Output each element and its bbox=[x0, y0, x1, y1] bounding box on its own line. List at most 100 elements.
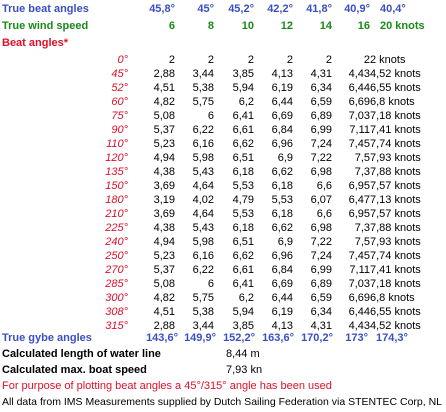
speed-cell: 6,9 bbox=[277, 152, 293, 164]
beat-header-label: Beat angles* bbox=[2, 37, 69, 49]
gybe-angle-cell: 149,9° bbox=[184, 332, 216, 344]
speed-cell: 6 bbox=[207, 110, 214, 122]
speed-cell: 3,69 bbox=[153, 180, 175, 192]
speed-cell: 7,74 knots bbox=[370, 138, 421, 150]
speed-cell: 2 bbox=[168, 54, 175, 66]
speed-cell: 5,98 bbox=[192, 236, 214, 248]
speed-cell: 6,6 bbox=[316, 208, 332, 220]
speed-cell: 4,51 bbox=[153, 306, 175, 318]
speed-cell: 6,55 knots bbox=[370, 82, 421, 94]
table-row: 300° 4,82 5,75 6,2 6,44 6,59 6,69 6,8 knots bbox=[0, 291, 446, 306]
speed-cell: 6,18 bbox=[232, 222, 254, 234]
speed-cell: 6,98 bbox=[310, 166, 332, 178]
source-text: All data from IMS Measurements supplied … bbox=[2, 396, 443, 408]
speed-cell: 4,38 bbox=[153, 222, 175, 234]
speed-cell: 5,98 bbox=[192, 152, 214, 164]
max-speed-row: Calculated max. boat speed 7,93 kn bbox=[0, 363, 446, 378]
speed-cell: 6,62 bbox=[271, 222, 293, 234]
speed-cell: 7,3 bbox=[354, 166, 370, 178]
speed-cell: 5,43 bbox=[192, 166, 214, 178]
speed-cell: 2 bbox=[325, 54, 332, 66]
speed-cell: 7,22 bbox=[310, 236, 332, 248]
beat-angle-cell: 45,2° bbox=[228, 3, 254, 15]
speed-cell: 7,5 bbox=[354, 236, 370, 248]
speed-cell: 6,89 bbox=[310, 278, 332, 290]
speed-cell: 6,44 bbox=[271, 96, 293, 108]
gybe-angle-cell: 174,3° bbox=[376, 332, 408, 344]
speed-cell: 6,19 bbox=[271, 82, 293, 94]
speed-cell: 5,08 bbox=[153, 278, 175, 290]
row-angle: 225° bbox=[105, 222, 128, 234]
speed-cell: 7,03 bbox=[348, 110, 370, 122]
speed-cell: 2,88 bbox=[153, 320, 175, 332]
speed-cell: 4,02 bbox=[192, 194, 214, 206]
speed-cell: 4,31 bbox=[310, 320, 332, 332]
gybe-angle-cell: 143,6° bbox=[146, 332, 178, 344]
speed-cell: 6,61 bbox=[232, 264, 254, 276]
speed-cell: 5,38 bbox=[192, 306, 214, 318]
speed-cell: 5,53 bbox=[271, 194, 293, 206]
beat-angle-cell: 42,2° bbox=[267, 3, 293, 15]
speed-cell: 6,98 bbox=[310, 222, 332, 234]
speed-cell: 6,2 bbox=[238, 96, 254, 108]
table-row: 135° 4,38 5,43 6,18 6,62 6,98 7,3 7,88 knots bbox=[0, 165, 446, 180]
speed-cell: 7,41 knots bbox=[370, 124, 421, 136]
row-angle: 270° bbox=[105, 264, 128, 276]
beat-header-row: Beat angles* bbox=[0, 36, 446, 51]
speed-cell: 6,62 bbox=[271, 166, 293, 178]
speed-cell: 6,18 bbox=[271, 208, 293, 220]
table-row: 210° 3,69 4,64 5,53 6,18 6,6 6,95 7,57 knots bbox=[0, 207, 446, 222]
table-row: 225° 4,38 5,43 6,18 6,62 6,98 7,3 7,88 knots bbox=[0, 221, 446, 236]
speed-cell: 6,95 bbox=[348, 180, 370, 192]
speed-cell: 6,96 bbox=[271, 138, 293, 150]
speed-cell: 4,52 knots bbox=[370, 68, 421, 80]
table-row: 308° 4,51 5,38 5,94 6,19 6,34 6,44 6,55 knots bbox=[0, 305, 446, 320]
speed-cell: 6,84 bbox=[271, 124, 293, 136]
speed-cell: 4,31 bbox=[310, 68, 332, 80]
speed-cell: 3,69 bbox=[153, 208, 175, 220]
speed-cell: 6,8 knots bbox=[370, 292, 415, 304]
speed-cell: 6,34 bbox=[310, 82, 332, 94]
gybe-angle-cell: 173° bbox=[345, 332, 368, 344]
speed-cell: 4,38 bbox=[153, 166, 175, 178]
beat-angle-cell: 40,4° bbox=[380, 3, 406, 15]
speed-cell: 5,08 bbox=[153, 110, 175, 122]
speed-cell: 6 bbox=[207, 278, 214, 290]
table-row: 180° 3,19 4,02 4,79 5,53 6,07 6,47 7,13 knots bbox=[0, 193, 446, 208]
speed-cell: 7,93 knots bbox=[370, 152, 421, 164]
speed-cell: 7,45 bbox=[348, 250, 370, 262]
speed-cell: 4,64 bbox=[192, 180, 214, 192]
speed-cell: 5,37 bbox=[153, 264, 175, 276]
row-angle: 52° bbox=[111, 82, 128, 94]
table-row: 285° 5,08 6 6,41 6,69 6,89 7,03 7,18 knots bbox=[0, 277, 446, 292]
row-angle: 90° bbox=[111, 124, 128, 136]
speed-cell: 7,03 bbox=[348, 278, 370, 290]
wind-speed-cell: 12 bbox=[280, 20, 293, 32]
table-row: 150° 3,69 4,64 5,53 6,18 6,6 6,95 7,57 knots bbox=[0, 179, 446, 194]
max-speed-label: Calculated max. boat speed bbox=[2, 364, 147, 376]
speed-cell: 6,34 bbox=[310, 306, 332, 318]
speed-cell: 4,13 bbox=[271, 68, 293, 80]
speed-cell: 6,22 bbox=[192, 264, 214, 276]
speed-cell: 5,75 bbox=[192, 96, 214, 108]
row-angle: 45° bbox=[111, 68, 128, 80]
speed-cell: 2 bbox=[286, 54, 293, 66]
speed-cell: 7,13 knots bbox=[370, 194, 421, 206]
speed-cell: 6,61 bbox=[232, 124, 254, 136]
wind-speed-cell: 10 bbox=[241, 20, 254, 32]
speed-cell: 6,41 bbox=[232, 110, 254, 122]
speed-cell: 5,53 bbox=[232, 180, 254, 192]
speed-cell: 6,2 bbox=[238, 292, 254, 304]
row-angle: 300° bbox=[105, 292, 128, 304]
row-angle: 120° bbox=[105, 152, 128, 164]
waterline-label: Calculated length of water line bbox=[2, 348, 161, 360]
source-row: All data from IMS Measurements supplied … bbox=[0, 395, 446, 410]
speed-cell: 6,9 bbox=[277, 236, 293, 248]
speed-cell: 7,88 knots bbox=[370, 222, 421, 234]
row-angle: 135° bbox=[105, 166, 128, 178]
speed-cell: 4,43 bbox=[348, 320, 370, 332]
speed-cell: 5,53 bbox=[232, 208, 254, 220]
speed-cell: 6,62 bbox=[232, 250, 254, 262]
speed-cell: 6,89 bbox=[310, 110, 332, 122]
speed-cell: 4,64 bbox=[192, 208, 214, 220]
